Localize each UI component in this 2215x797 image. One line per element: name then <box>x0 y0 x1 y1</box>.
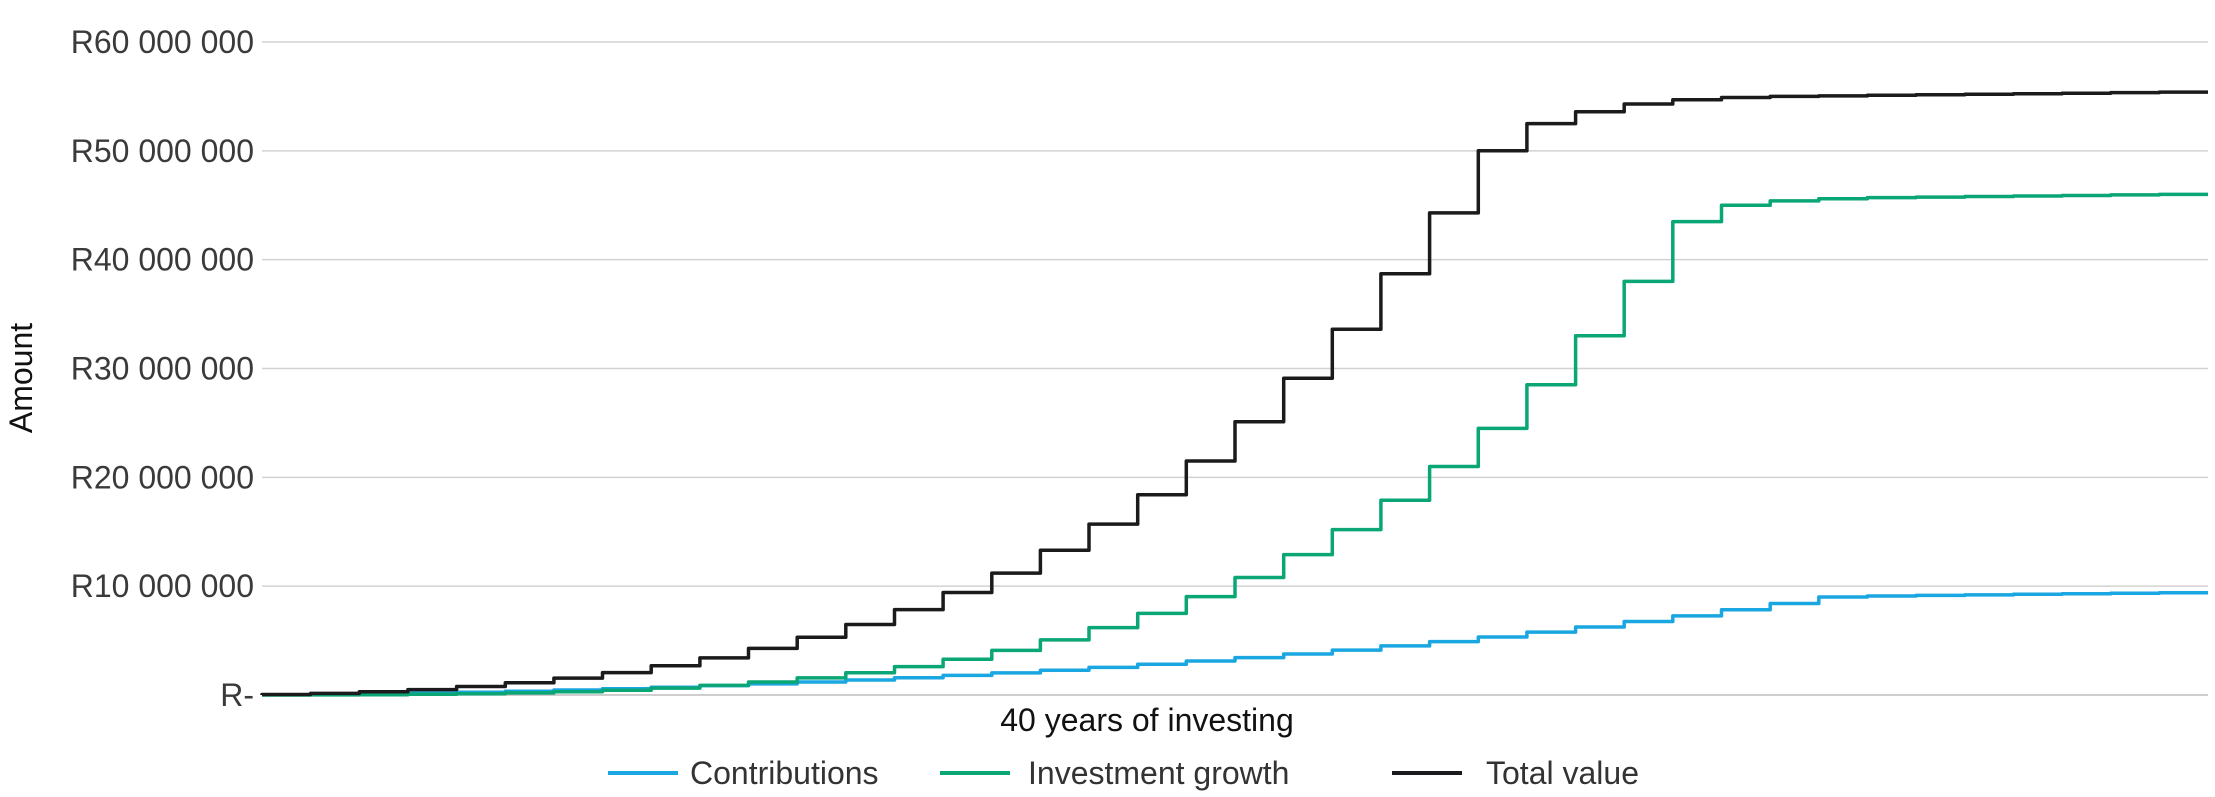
gridlines <box>262 41 2208 696</box>
x-axis-title: 40 years of investing <box>1000 702 1294 738</box>
series-line-total-value <box>260 90 2208 697</box>
legend-label-investment-growth: Investment growth <box>1028 755 1289 791</box>
y-tick-label: R60 000 000 <box>71 24 254 60</box>
y-tick-label: R50 000 000 <box>71 133 254 169</box>
legend-label-total-value: Total value <box>1486 755 1639 791</box>
y-tick-label: R40 000 000 <box>71 242 254 278</box>
y-axis-ticks: R- R10 000 000 R20 000 000 R30 000 000 R40 0… <box>71 24 254 713</box>
y-tick-label: R30 000 000 <box>71 351 254 387</box>
y-axis-title: Amount <box>3 323 39 433</box>
legend-label-contributions: Contributions <box>690 755 879 791</box>
y-tick-label: R20 000 000 <box>71 459 254 495</box>
series-lines <box>260 90 2208 697</box>
legend: Contributions Investment growth Total valu… <box>608 755 1639 791</box>
y-tick-label: R- <box>220 677 254 713</box>
series-line-investment-growth <box>262 192 2208 697</box>
y-tick-label: R10 000 000 <box>71 568 254 604</box>
